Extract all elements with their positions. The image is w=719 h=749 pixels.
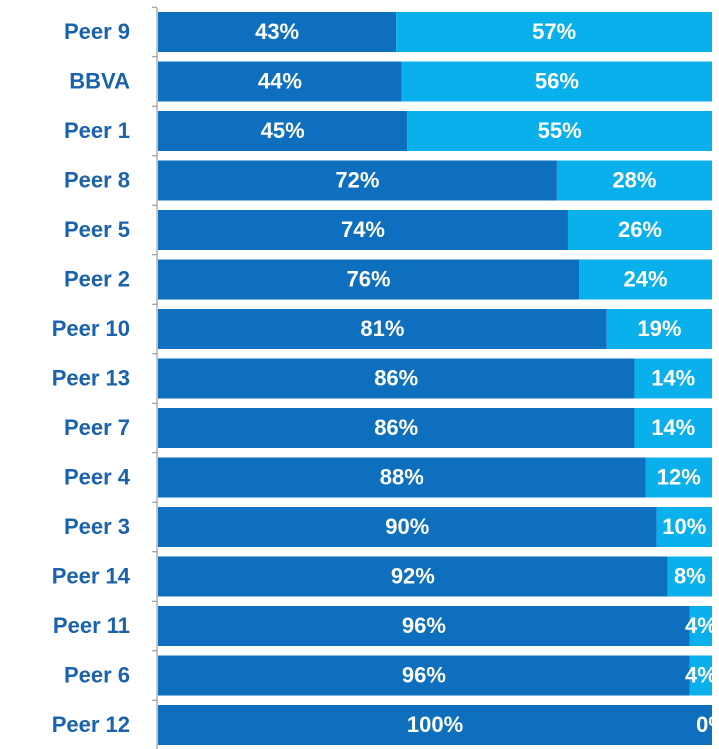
bar-segment (579, 259, 712, 300)
value-label: 57% (532, 19, 576, 44)
bar-segment (158, 160, 557, 201)
value-label: 28% (612, 167, 656, 192)
bar-segment (158, 507, 657, 547)
value-label: 86% (374, 365, 418, 390)
bar-segment (634, 358, 712, 399)
category-label: Peer 12 (52, 712, 130, 737)
value-label: 19% (637, 316, 681, 341)
value-label: 56% (535, 68, 579, 93)
value-label: 74% (341, 217, 385, 242)
bar-segment (158, 556, 668, 597)
bar-segment (158, 210, 568, 250)
value-label: 81% (360, 316, 404, 341)
category-label: Peer 8 (64, 167, 130, 192)
category-label: Peer 6 (64, 662, 130, 687)
value-label: 10% (662, 514, 706, 539)
bar-segment (396, 12, 712, 52)
bar-segment (667, 556, 712, 597)
category-label: Peer 4 (64, 464, 131, 489)
bar-segment (634, 408, 712, 448)
category-label: Peer 5 (64, 217, 130, 242)
value-label: 45% (261, 118, 305, 143)
value-label: 14% (651, 415, 695, 440)
category-label: Peer 2 (64, 266, 130, 291)
bar-segment (158, 606, 690, 646)
value-label: 24% (623, 266, 667, 291)
bar-segment (158, 358, 635, 399)
value-label: 12% (657, 464, 701, 489)
bar-segment (689, 606, 712, 646)
bar-segment (158, 309, 607, 349)
value-label: 90% (385, 514, 429, 539)
category-label: Peer 3 (64, 514, 130, 539)
bar-segment (158, 12, 397, 52)
bar-segment (401, 61, 712, 102)
bar-segment (656, 507, 712, 547)
bar-segment (567, 210, 712, 250)
bar-segment (556, 160, 712, 201)
bar-segment (158, 111, 408, 151)
category-label: Peer 1 (64, 118, 130, 143)
value-label: 88% (380, 464, 424, 489)
category-label: Peer 14 (52, 563, 131, 588)
value-label: 96% (402, 662, 446, 687)
bar-segment (158, 457, 646, 498)
value-label: 14% (651, 365, 695, 390)
bar-segment (158, 408, 635, 448)
value-label: 72% (335, 167, 379, 192)
value-label: 4% (685, 613, 717, 638)
bar-segment (689, 655, 712, 696)
value-label: 76% (346, 266, 390, 291)
value-label: 26% (618, 217, 662, 242)
category-label: Peer 10 (52, 316, 130, 341)
category-label: Peer 9 (64, 19, 130, 44)
bar-segment (158, 259, 580, 300)
value-label: 4% (685, 662, 717, 687)
value-label: 44% (258, 68, 302, 93)
value-label: 0% (696, 712, 719, 737)
category-label: Peer 7 (64, 415, 130, 440)
bar-segment (407, 111, 712, 151)
value-label: 100% (407, 712, 463, 737)
value-label: 86% (374, 415, 418, 440)
bar-segment (606, 309, 712, 349)
value-label: 8% (674, 563, 706, 588)
value-label: 55% (538, 118, 582, 143)
category-label: Peer 13 (52, 365, 130, 390)
value-label: 96% (402, 613, 446, 638)
value-label: 43% (255, 19, 299, 44)
bar-segment (158, 705, 712, 745)
category-label: Peer 11 (53, 613, 130, 638)
value-label: 92% (391, 563, 435, 588)
category-label: BBVA (69, 68, 130, 93)
bar-segment (158, 61, 402, 102)
bar-segment (645, 457, 712, 498)
bar-segment (158, 655, 690, 696)
